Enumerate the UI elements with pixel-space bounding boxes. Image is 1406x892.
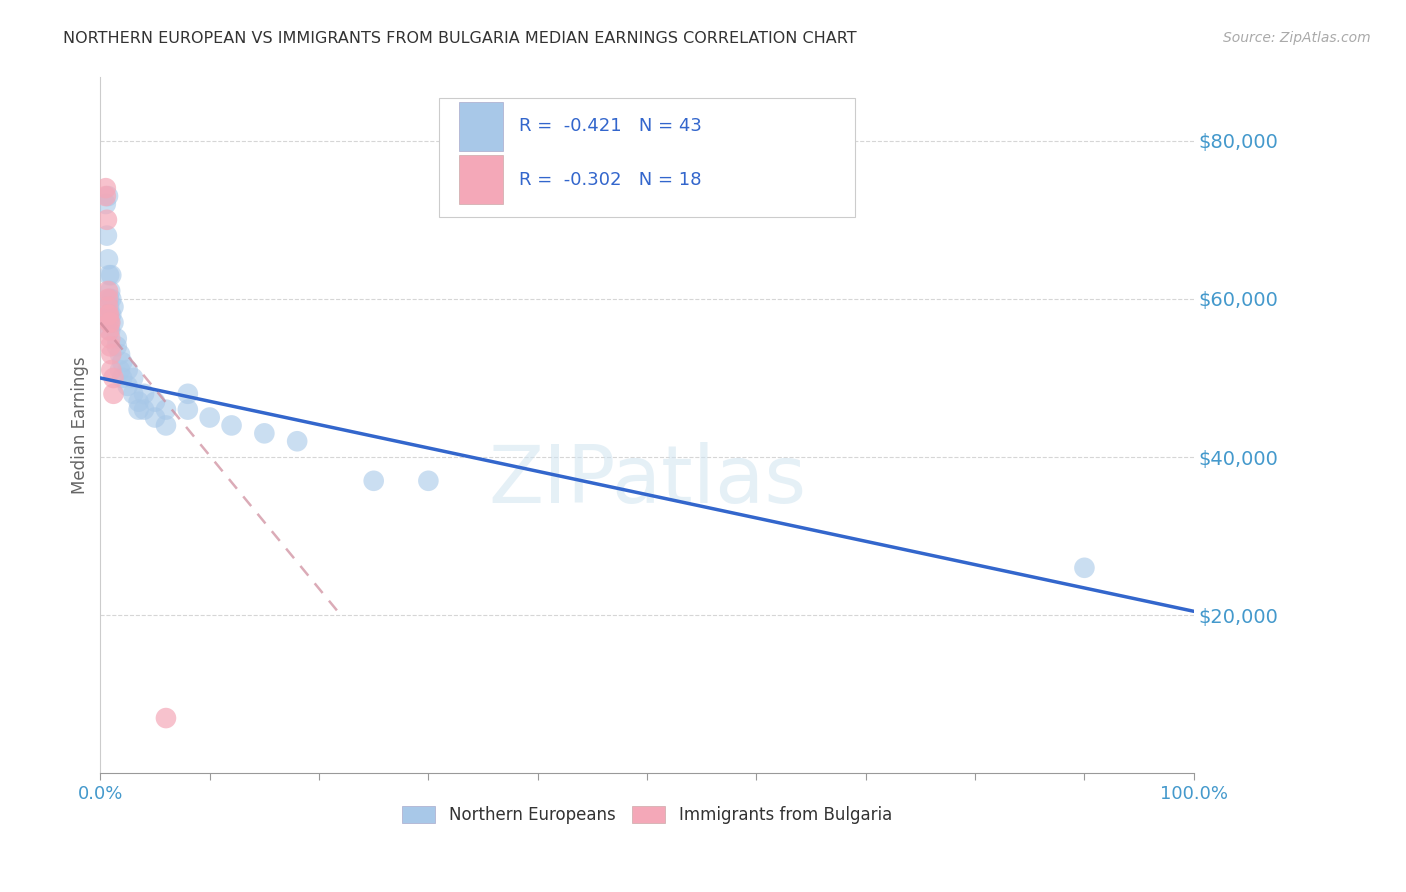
Point [108,347,131,361]
Point [98,300,121,314]
Point [132,402,155,417]
Point [105,339,128,353]
Point [97,252,120,267]
Point [98,324,121,338]
Point [97,284,120,298]
Point [98,292,121,306]
Point [98,331,121,345]
Point [98,308,121,322]
Point [100,268,122,282]
Point [111,355,134,369]
Bar [458,102,503,151]
Point [155,418,177,433]
Point [98,316,121,330]
Point [103,386,125,401]
Point [97,189,120,203]
Point [98,308,121,322]
Point [132,386,155,401]
Point [143,394,166,409]
Point [103,371,125,385]
Point [117,379,139,393]
Text: R =  -0.421   N = 43: R = -0.421 N = 43 [519,117,702,136]
Point [128,394,150,409]
Legend: Northern Europeans, Immigrants from Bulgaria: Northern Europeans, Immigrants from Bulg… [402,806,891,824]
Text: NORTHERN EUROPEAN VS IMMIGRANTS FROM BULGARIA MEDIAN EARNINGS CORRELATION CHART: NORTHERN EUROPEAN VS IMMIGRANTS FROM BUL… [63,31,856,46]
Point [97,308,120,322]
Point [97,292,120,306]
Point [105,331,128,345]
Point [418,474,440,488]
Point [98,339,121,353]
Point [143,410,166,425]
Text: ZIPatlas: ZIPatlas [488,442,806,520]
Point [117,363,139,377]
Point [100,347,122,361]
Point [198,410,221,425]
Point [97,300,120,314]
Point [1073,561,1095,575]
Point [103,316,125,330]
Point [221,418,243,433]
Point [94,181,117,195]
Point [363,474,385,488]
Point [98,268,121,282]
Point [100,363,122,377]
Point [103,300,125,314]
Point [96,212,118,227]
Text: Source: ZipAtlas.com: Source: ZipAtlas.com [1223,31,1371,45]
Point [108,363,131,377]
Point [98,324,121,338]
Point [128,402,150,417]
Bar [458,155,503,204]
Point [285,434,308,449]
Point [98,284,121,298]
Point [122,371,145,385]
FancyBboxPatch shape [439,98,855,217]
Point [122,386,145,401]
Point [100,292,122,306]
Y-axis label: Median Earnings: Median Earnings [72,357,89,494]
Point [155,402,177,417]
Point [96,228,118,243]
Point [94,189,117,203]
Point [94,197,117,211]
Point [177,402,200,417]
Point [98,316,121,330]
Point [111,371,134,385]
Point [253,426,276,441]
Point [177,386,200,401]
Point [100,308,122,322]
Point [155,711,177,725]
Point [98,316,121,330]
Text: R =  -0.302   N = 18: R = -0.302 N = 18 [519,170,702,189]
